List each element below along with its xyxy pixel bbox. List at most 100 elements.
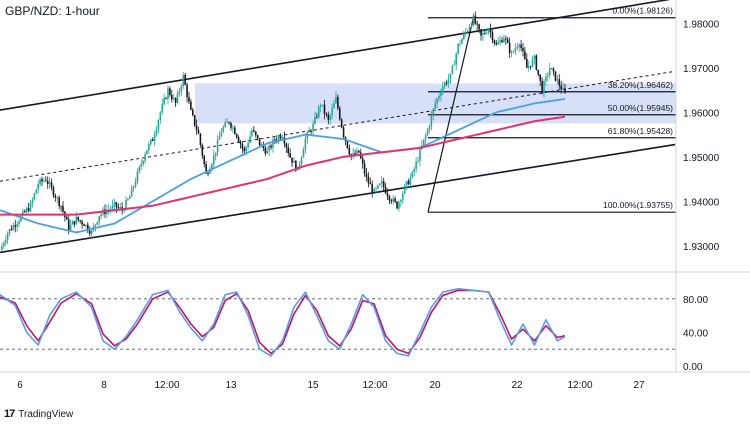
candle-body <box>354 153 356 155</box>
candle-body <box>302 149 305 158</box>
candle-body <box>331 108 333 116</box>
candle-body <box>239 141 242 145</box>
candle-body <box>56 197 59 199</box>
time-tick-label: 20 <box>429 380 441 391</box>
candle-body <box>497 42 499 45</box>
candle-body <box>295 160 297 171</box>
candle-body <box>470 25 473 28</box>
candle-body <box>18 221 20 224</box>
candle-body <box>167 88 169 99</box>
price-tick-label: 1.97000 <box>683 64 720 75</box>
candle-body <box>432 108 435 116</box>
candle-body <box>212 155 215 165</box>
candle-body <box>379 183 381 185</box>
candle-body <box>157 120 160 130</box>
candle-body <box>434 103 437 109</box>
candle-body <box>512 51 515 53</box>
candle-body <box>268 145 270 151</box>
candle-body <box>516 47 519 49</box>
candle-body <box>22 211 24 216</box>
candle-body <box>312 123 314 132</box>
moving-average-pink <box>0 115 566 216</box>
candle-body <box>442 86 444 93</box>
candle-body <box>130 187 133 197</box>
candle-body <box>445 82 448 84</box>
candle-body <box>518 44 520 48</box>
candle-body <box>358 150 360 153</box>
candle-body <box>73 221 76 225</box>
candle-body <box>438 95 440 99</box>
candle-body <box>197 130 200 134</box>
candle-body <box>520 44 522 48</box>
candle-body <box>279 136 282 139</box>
candle-body <box>134 182 137 187</box>
candle-body <box>543 81 545 94</box>
chart-title: GBP/NZD: 1-hour <box>5 4 100 18</box>
candle-body <box>199 133 202 145</box>
stochastic-tick-label: 0.00 <box>683 362 703 373</box>
stochastic-pane <box>0 287 676 357</box>
candle-body <box>270 145 272 148</box>
stochastic-tick-label: 80.00 <box>683 295 708 306</box>
candle-body <box>361 158 364 164</box>
tradingview-watermark: 17 TradingView <box>4 408 73 420</box>
candle-body <box>417 160 419 162</box>
candle-body <box>457 43 459 54</box>
candle-body <box>163 98 165 104</box>
candle-body <box>293 160 295 163</box>
candle-body <box>405 181 408 186</box>
price-tick-label: 1.98000 <box>683 19 720 30</box>
fib-level-label: 61.80%(1.95428) <box>608 126 673 136</box>
candle-body <box>501 40 503 43</box>
candle-body <box>346 141 349 148</box>
candle-body <box>108 209 110 211</box>
candle-body <box>203 155 206 165</box>
channel-upper-line <box>0 0 671 111</box>
candle-body <box>562 88 564 90</box>
candle-body <box>8 229 11 234</box>
candle-body <box>428 125 431 130</box>
candle-body <box>291 157 293 163</box>
candle-body <box>264 147 267 154</box>
candle-body <box>373 188 375 192</box>
candle-body <box>96 222 99 225</box>
candle-body <box>369 183 372 185</box>
candle-body <box>94 224 97 227</box>
candle-body <box>377 184 379 189</box>
candle-body <box>46 180 49 185</box>
candle-body <box>363 163 366 174</box>
candle-body <box>27 208 30 211</box>
candle-body <box>37 184 39 190</box>
time-tick-label: 8 <box>101 380 107 391</box>
candle-body <box>275 139 278 141</box>
time-tick-label: 27 <box>633 380 645 391</box>
candle-body <box>58 197 60 206</box>
candle-body <box>87 224 89 231</box>
candle-body <box>392 198 395 202</box>
candle-body <box>41 179 43 182</box>
candle-body <box>531 59 534 67</box>
candle-body <box>440 92 442 96</box>
candle-body <box>314 116 316 124</box>
candle-body <box>201 144 204 156</box>
candle-body <box>272 139 274 148</box>
candle-body <box>190 101 192 110</box>
candle-body <box>537 69 540 75</box>
candle-body <box>319 105 322 107</box>
candle-body <box>281 137 284 139</box>
candle-body <box>66 217 68 220</box>
candle-body <box>60 205 62 207</box>
candle-body <box>367 177 370 184</box>
candle-body <box>25 208 28 213</box>
candle-body <box>253 130 255 132</box>
candle-body <box>533 55 536 60</box>
candle-body <box>233 127 236 135</box>
candle-body <box>285 143 288 148</box>
candle-body <box>146 150 148 155</box>
fib-level-label: 100.00%(1.93755) <box>603 200 673 210</box>
candle-body <box>443 82 446 87</box>
time-tick-label: 13 <box>225 380 237 391</box>
candle-body <box>419 149 421 161</box>
candle-body <box>209 169 211 174</box>
candle-body <box>266 150 269 154</box>
